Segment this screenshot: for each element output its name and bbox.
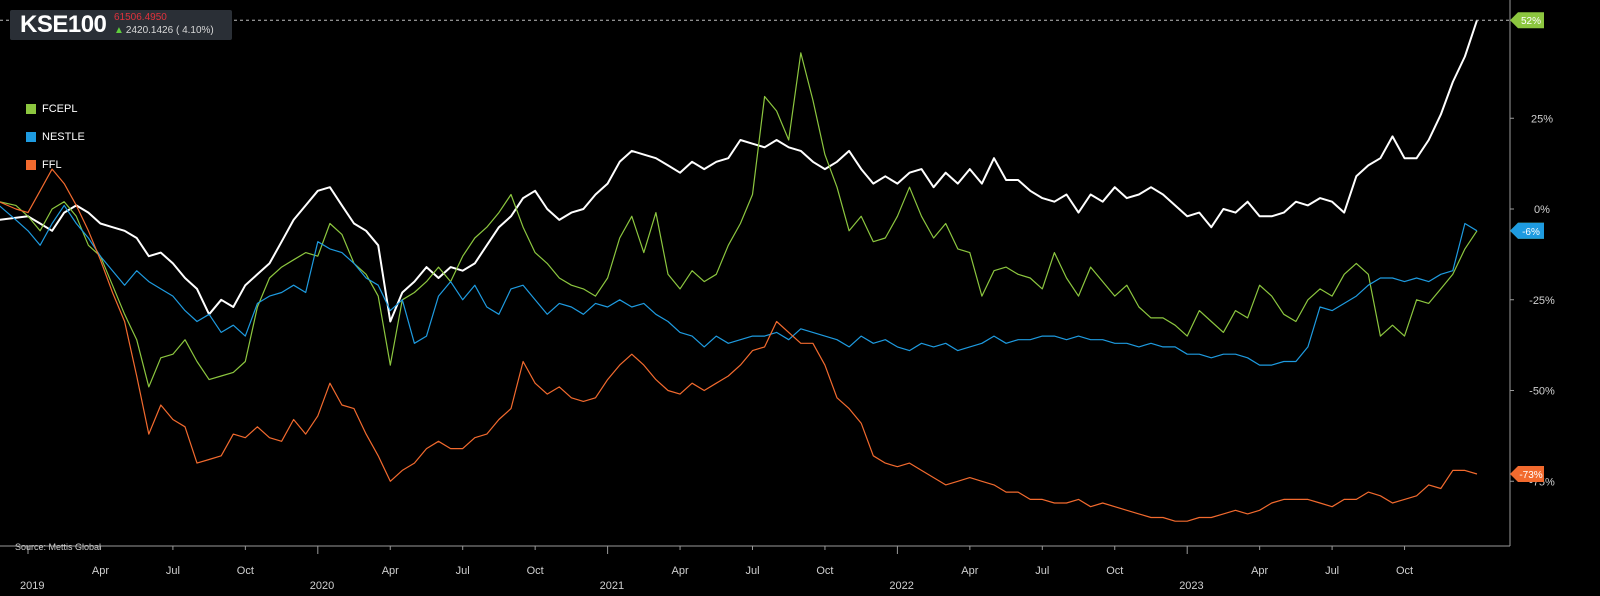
x-tick-label: Jul — [1035, 565, 1049, 577]
x-tick-label: 2023 — [1179, 580, 1203, 592]
x-tick-label: Oct — [816, 565, 833, 577]
end-marker-ffl-shape — [1510, 465, 1544, 482]
x-tick-label: Jul — [456, 565, 470, 577]
series-layer — [0, 19, 1478, 522]
x-tick-label: Apr — [961, 565, 978, 577]
series-line-ffl — [0, 168, 1478, 522]
x-tick-label: Apr — [671, 565, 688, 577]
y-tick-label: 0% — [1534, 204, 1550, 216]
end-marker-nestle-shape — [1510, 222, 1544, 239]
legend-swatch-ffl — [26, 160, 36, 170]
legend-swatch-fcepl — [26, 104, 36, 114]
y-tick-label: -50% — [1529, 386, 1555, 398]
ticker-symbol: KSE100 — [20, 11, 107, 38]
source-note: Source: Mettis Global — [15, 542, 102, 552]
end-marker-kse100-label: 52% — [1521, 16, 1541, 27]
x-tick-label: Jul — [1325, 565, 1339, 577]
legend-item-ffl[interactable]: FFL — [26, 151, 85, 179]
x-tick-label: Oct — [527, 565, 544, 577]
x-tick-label: Oct — [1396, 565, 1413, 577]
x-tick-label: Jul — [166, 565, 180, 577]
legend-label-fcepl: FCEPL — [42, 103, 78, 115]
x-tick-label: 2021 — [600, 580, 624, 592]
x-tick-label: Jul — [745, 565, 759, 577]
legend-swatch-nestle — [26, 132, 36, 142]
x-tick-label: 2022 — [889, 580, 913, 592]
series-line-kse100 — [0, 19, 1478, 323]
ticker-box: KSE100 61506.4950 ▲ 2420.1426 ( 4.10%) — [10, 10, 232, 40]
x-tick-label: Apr — [92, 565, 109, 577]
x-tick-label: Oct — [237, 565, 254, 577]
x-tick-label: Apr — [382, 565, 399, 577]
legend-label-nestle: NESTLE — [42, 131, 85, 143]
ticker-change-value: 2420.1426 ( 4.10%) — [125, 25, 214, 36]
y-tick-label: -25% — [1529, 295, 1555, 307]
legend-item-nestle[interactable]: NESTLE — [26, 123, 85, 151]
series-line-nestle — [0, 204, 1478, 366]
y-tick-label: 25% — [1531, 113, 1553, 125]
ticker-price: 61506.4950 — [114, 12, 167, 23]
end-marker-ffl-label: -73% — [1519, 470, 1542, 481]
series-line-fcepl — [0, 52, 1478, 388]
legend-item-fcepl[interactable]: FCEPL — [26, 95, 85, 123]
x-tick-label: Apr — [1251, 565, 1268, 577]
x-tick-label: 2020 — [310, 580, 334, 592]
end-marker-nestle-label: -6% — [1522, 227, 1540, 238]
legend-label-ffl: FFL — [42, 159, 62, 171]
end-marker-nestle: -6% — [1510, 222, 1544, 239]
x-tick-label: Oct — [1106, 565, 1123, 577]
end-marker-ffl: -73% — [1510, 465, 1544, 482]
end-marker-kse100: 52% — [1510, 12, 1544, 29]
legend: FCEPL NESTLE FFL — [26, 95, 85, 179]
end-markers-layer: 52% -6% -73% — [1510, 12, 1544, 482]
arrow-up-icon: ▲ — [114, 25, 124, 36]
x-tick-label: 2019 — [20, 580, 44, 592]
ticker-change: ▲ 2420.1426 ( 4.10%) — [114, 25, 214, 36]
end-marker-kse100-shape — [1510, 12, 1544, 29]
